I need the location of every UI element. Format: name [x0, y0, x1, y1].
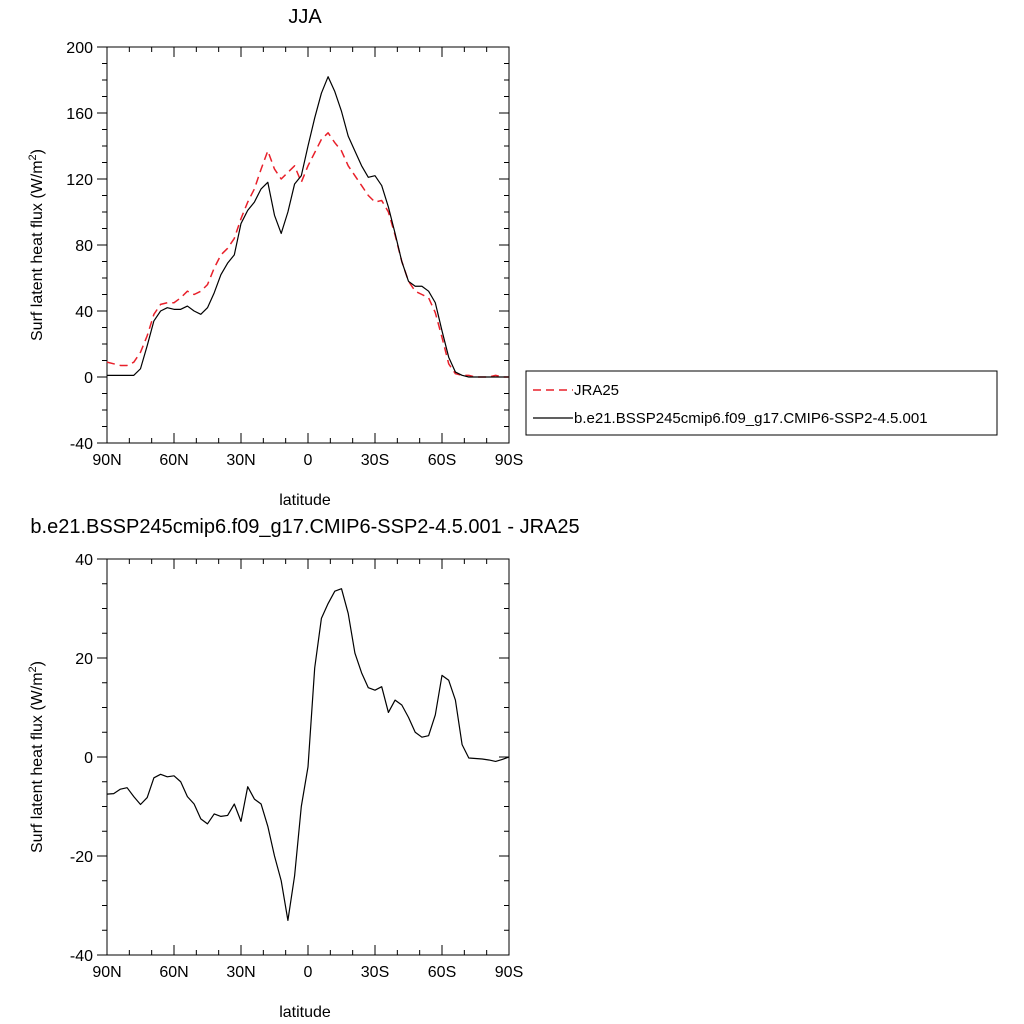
- bottom-chart-title: b.e21.BSSP245cmip6.f09_g17.CMIP6-SSP2-4.…: [30, 516, 579, 538]
- legend: JRA25 b.e21.BSSP245cmip6.f09_g17.CMIP6-S…: [525, 370, 998, 436]
- top-y-tick-label: 80: [75, 238, 93, 255]
- legend-label-model: b.e21.BSSP245cmip6.f09_g17.CMIP6-SSP2-4.…: [574, 410, 928, 427]
- bottom-y-tick-label: 40: [75, 552, 93, 569]
- panel-top: JJA 90N 60N 30N 0 30S 60S 90S -40 0 40 80 120 160 20…: [27, 6, 523, 509]
- bottom-y-axis-title: Surf latent heat flux (W/m2): [27, 661, 46, 853]
- top-x-tick-label: 60S: [428, 452, 456, 469]
- top-series-group: [106, 76, 509, 378]
- top-y-tick-label: 160: [66, 106, 93, 123]
- top-y-axis-title-sup: 2: [27, 154, 39, 160]
- bottom-x-tick-label: 60S: [428, 964, 456, 981]
- legend-label-jra25: JRA25: [574, 382, 619, 399]
- top-x-tick-label: 90S: [495, 452, 523, 469]
- top-x-tick-label: 90N: [92, 452, 121, 469]
- top-x-axis-title: latitude: [279, 492, 331, 509]
- top-y-tick-label: -40: [70, 436, 93, 453]
- top-y-tick-label: 200: [66, 40, 93, 57]
- top-x-tick-label: 30N: [226, 452, 255, 469]
- top-x-tick-labels: 90N 60N 30N 0 30S 60S 90S: [92, 452, 523, 469]
- bottom-axis-ticks: [97, 558, 510, 956]
- bottom-y-tick-label: 0: [84, 750, 93, 767]
- top-y-tick-label: 40: [75, 304, 93, 321]
- bottom-x-tick-label: 30S: [361, 964, 389, 981]
- top-x-tick-label: 60N: [159, 452, 188, 469]
- bottom-x-tick-label: 0: [304, 964, 313, 981]
- top-y-tick-label: 120: [66, 172, 93, 189]
- panel-bottom: b.e21.BSSP245cmip6.f09_g17.CMIP6-SSP2-4.…: [27, 516, 580, 1021]
- top-y-axis-title: Surf latent heat flux (W/m2): [27, 149, 46, 341]
- bottom-series-group: [106, 588, 510, 921]
- bottom-y-tick-labels: -40 -20 0 20 40: [70, 552, 93, 965]
- top-y-tick-labels: -40 0 40 80 120 160 200: [66, 40, 93, 453]
- top-x-tick-label: 30S: [361, 452, 389, 469]
- top-series-line-1: [107, 76, 509, 378]
- bottom-x-tick-labels: 90N 60N 30N 0 30S 60S 90S: [92, 964, 523, 981]
- top-plot-frame: [106, 46, 510, 444]
- bottom-series-line-0: [106, 588, 510, 921]
- top-y-axis-title-tail: ): [29, 149, 46, 154]
- top-x-tick-label: 0: [304, 452, 313, 469]
- bottom-y-axis-title-main: Surf latent heat flux (W/m: [29, 672, 46, 853]
- bottom-y-tick-label: -40: [70, 948, 93, 965]
- bottom-y-tick-label: -20: [70, 849, 93, 866]
- top-chart-title: JJA: [288, 6, 322, 28]
- bottom-x-tick-label: 60N: [159, 964, 188, 981]
- bottom-x-axis-title: latitude: [279, 1004, 331, 1021]
- bottom-y-tick-label: 20: [75, 651, 93, 668]
- top-series-line-0: [106, 132, 509, 378]
- top-y-tick-label: 0: [84, 370, 93, 387]
- top-y-axis-title-main: Surf latent heat flux (W/m: [29, 160, 46, 341]
- top-axis-ticks: [97, 46, 510, 444]
- bottom-x-tick-label: 30N: [226, 964, 255, 981]
- bottom-plot-frame: [106, 558, 510, 956]
- bottom-y-axis-title-tail: ): [29, 661, 46, 666]
- bottom-y-axis-title-sup: 2: [27, 666, 39, 672]
- bottom-x-tick-label: 90S: [495, 964, 523, 981]
- bottom-x-tick-label: 90N: [92, 964, 121, 981]
- legend-box: [525, 370, 998, 436]
